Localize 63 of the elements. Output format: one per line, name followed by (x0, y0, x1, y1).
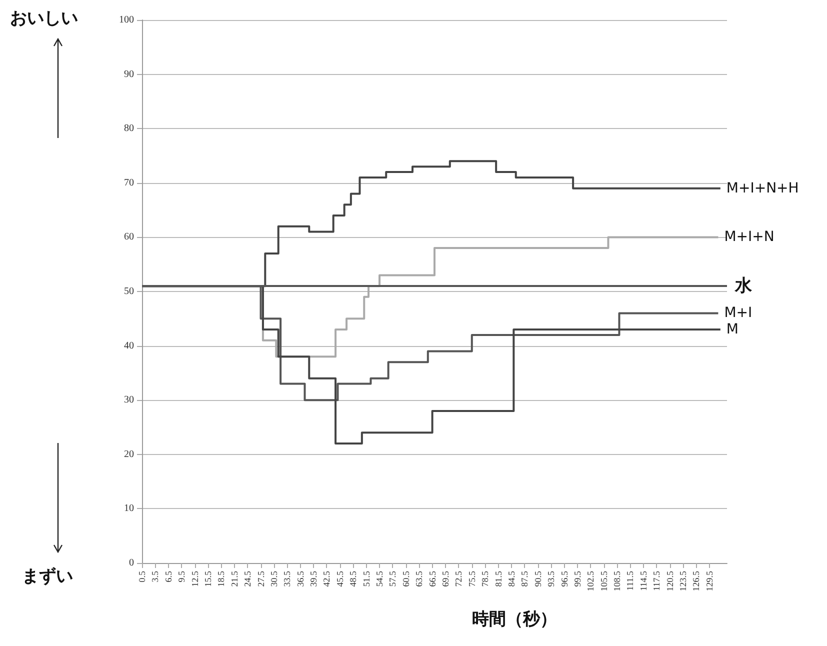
x-tick-label: 6.5 (163, 570, 174, 582)
x-tick-label: 42.5 (322, 570, 332, 587)
y-tick-label: 40 (124, 340, 134, 352)
x-tick-label: 96.5 (559, 570, 570, 587)
x-tick-label: 63.5 (414, 570, 424, 587)
series-label: M (726, 322, 738, 338)
text: おいしい (10, 8, 78, 28)
x-tick-label: 72.5 (454, 570, 464, 587)
x-tick-label: 33.5 (282, 570, 292, 587)
x-tick-label: 126.5 (691, 570, 702, 592)
y-tick-label: 60 (124, 232, 134, 243)
x-tick-label: 27.5 (256, 570, 266, 587)
x-tick-label: 93.5 (546, 570, 556, 587)
x-tick-label: 12.5 (190, 570, 200, 587)
x-tick-label: 18.5 (216, 570, 226, 587)
y-tick-label: 90 (124, 68, 134, 80)
x-axis-title: 時間（秒） (472, 610, 557, 630)
y-tick-label: 0 (129, 558, 134, 568)
x-tick-label: 3.5 (150, 570, 160, 582)
x-tick-label: 129.5 (704, 570, 714, 592)
x-tick-label: 54.5 (374, 570, 385, 587)
x-tick-label: 0.5 (137, 570, 147, 582)
x-tick-label: 24.5 (242, 570, 253, 587)
x-tick-label: 117.5 (652, 570, 662, 591)
x-tick-label: 123.5 (678, 570, 688, 592)
series-label: M+I+N+H (726, 180, 799, 196)
y-tick-label: 10 (124, 503, 134, 514)
x-tick-label: 84.5 (506, 570, 516, 587)
text: まずい (22, 566, 73, 586)
x-tick-label: 69.5 (440, 570, 450, 587)
x-tick-label: 78.5 (480, 570, 490, 587)
y-tick-label: 100 (119, 14, 134, 26)
x-tick-label: 75.5 (466, 570, 477, 587)
x-tick-label: 45.5 (334, 570, 345, 587)
x-tick-label: 30.5 (268, 570, 279, 587)
x-tick-label: 102.5 (586, 570, 596, 592)
x-tick-label: 57.5 (388, 570, 398, 587)
x-tick-label: 21.5 (229, 570, 240, 587)
x-tick-label: 60.5 (400, 570, 411, 587)
x-tick-label: 105.5 (598, 570, 609, 592)
x-tick-label: 99.5 (572, 570, 582, 587)
x-tick-label: 39.5 (308, 570, 319, 587)
x-tick-label: 87.5 (520, 570, 530, 587)
x-tick-label: 81.5 (493, 570, 504, 587)
x-tick-label: 114.5 (638, 570, 648, 591)
x-tick-label: 90.5 (532, 570, 543, 587)
x-tick-label: 9.5 (176, 570, 187, 582)
x-tick-label: 15.5 (202, 570, 213, 587)
series-label: M+I (724, 305, 752, 322)
x-tick-label: 48.5 (348, 570, 358, 587)
x-tick-label: 36.5 (295, 570, 306, 587)
y-tick-label: 80 (124, 123, 134, 134)
x-tick-label: 51.5 (361, 570, 372, 587)
y-tick-label: 50 (124, 286, 134, 297)
series-label: M+I+N (724, 229, 774, 246)
x-tick-label: 120.5 (664, 570, 675, 592)
x-tick-label: 66.5 (427, 570, 438, 587)
y-tick-label: 20 (124, 448, 134, 460)
x-tick-label: 108.5 (612, 570, 622, 592)
ref-line-label: 水 (734, 276, 753, 296)
y-tick-label: 70 (124, 177, 134, 188)
y-tick-label: 30 (124, 394, 134, 406)
x-tick-label: 111.5 (625, 570, 636, 591)
